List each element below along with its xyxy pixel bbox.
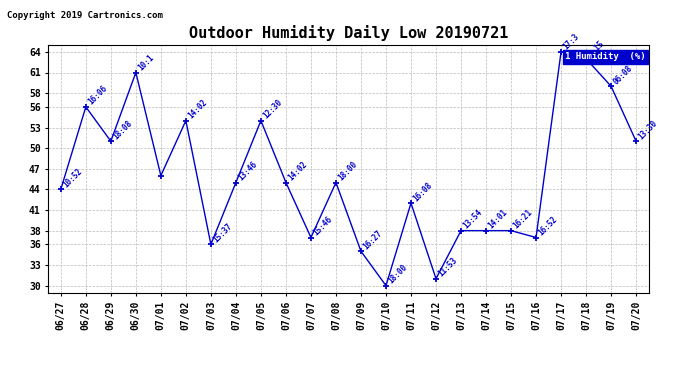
Title: Outdoor Humidity Daily Low 20190721: Outdoor Humidity Daily Low 20190721 — [189, 25, 508, 41]
Text: 10:1: 10:1 — [136, 53, 155, 72]
Text: 14:02: 14:02 — [186, 98, 208, 121]
Text: Copyright 2019 Cartronics.com: Copyright 2019 Cartronics.com — [7, 11, 163, 20]
Text: 16:21: 16:21 — [511, 208, 534, 231]
Text: 16:08: 16:08 — [411, 180, 434, 203]
Text: 14:02: 14:02 — [286, 160, 308, 183]
Text: 17:3: 17:3 — [561, 32, 580, 52]
Text: 16:27: 16:27 — [361, 228, 384, 251]
Text: 13:54: 13:54 — [461, 208, 484, 231]
Text: 10:52: 10:52 — [61, 166, 83, 189]
Text: 18:00: 18:00 — [336, 160, 359, 183]
Text: 06:08: 06:08 — [611, 63, 634, 86]
Text: 15:37: 15:37 — [211, 222, 234, 245]
Text: 13:46: 13:46 — [236, 160, 259, 183]
Text: 16:52: 16:52 — [536, 215, 559, 237]
Text: 15:46: 15:46 — [311, 215, 334, 237]
Text: 16:06: 16:06 — [86, 84, 108, 107]
Text: 12:30: 12:30 — [261, 98, 284, 121]
Text: 18:00: 18:00 — [386, 263, 408, 286]
Text: 14:01: 14:01 — [486, 208, 509, 231]
Text: 13:30: 13:30 — [636, 118, 659, 141]
Text: 1 Humidity  (%): 1 Humidity (%) — [565, 53, 646, 62]
Text: 11:53: 11:53 — [436, 256, 459, 279]
Text: 1:15: 1:15 — [586, 39, 606, 59]
Text: 18:08: 18:08 — [111, 118, 134, 141]
